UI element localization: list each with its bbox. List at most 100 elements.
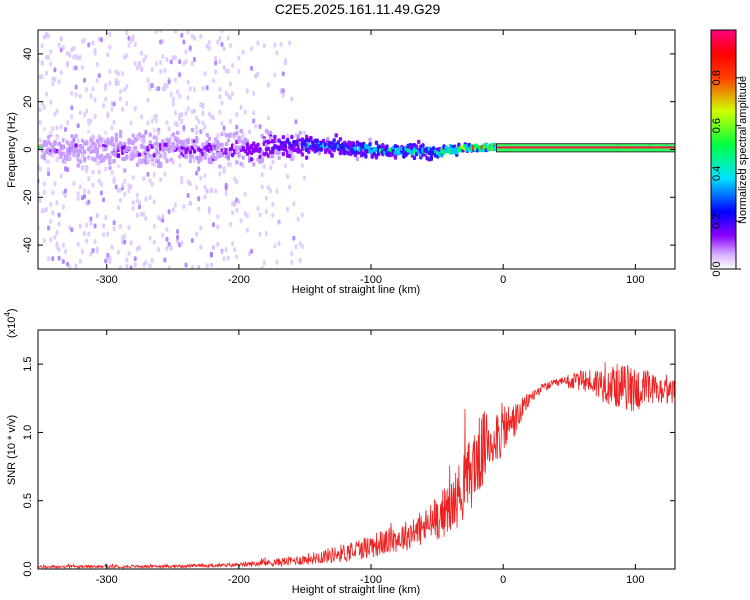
spectrogram-cell <box>81 65 84 70</box>
spectrogram-cell <box>85 109 88 114</box>
spectrogram-cell <box>91 134 94 139</box>
spectrogram-cell <box>75 85 78 90</box>
spectrogram-cell <box>157 131 160 136</box>
spectrogram-cell <box>168 126 171 131</box>
spectrogram-cell <box>218 110 221 115</box>
spectrogram-cell <box>246 228 249 233</box>
svg-text:(x104): (x104) <box>3 308 18 338</box>
spectrogram-cell <box>96 62 99 67</box>
spectrogram-cell <box>261 172 264 177</box>
spectrogram-cell <box>51 190 54 195</box>
spectrogram-cell <box>297 217 300 222</box>
spectrogram-cell <box>140 114 143 119</box>
spectrogram-cell <box>70 227 73 232</box>
spectrogram-cell <box>214 189 217 194</box>
spectrogram-cell <box>180 241 183 246</box>
spectrogram-cell <box>282 135 285 139</box>
spectrogram-cell <box>229 162 232 167</box>
spectrogram-cell <box>132 175 135 180</box>
snr-panel: -300 -200 -100 0 100 0.00.51.01.5 Height of … <box>3 308 675 596</box>
spectrogram-cell <box>277 156 280 160</box>
spectrogram-cell <box>246 89 249 94</box>
spectrogram-cell <box>193 36 196 41</box>
spectrogram-cell <box>58 256 61 261</box>
spectrogram-cell <box>104 147 107 151</box>
spectrogram-cell <box>172 102 175 107</box>
spectrogram-cell <box>161 214 164 219</box>
spectrogram-cell <box>263 164 266 169</box>
spectrogram-cell <box>43 182 46 187</box>
spectrogram-cell <box>286 133 289 138</box>
spectrogram-cell <box>417 140 420 144</box>
spectrogram-cell <box>125 53 128 58</box>
spectrogram-cell <box>60 37 63 42</box>
spectrogram-cell <box>108 69 111 74</box>
spectrogram-cell <box>216 242 219 247</box>
spectrogram-cell <box>96 78 99 83</box>
spectrogram-cell <box>233 135 236 140</box>
spectrogram-cell <box>66 167 69 172</box>
spectrogram-cell <box>142 140 145 145</box>
spectrogram-cell <box>142 212 145 217</box>
spectrogram-cell <box>125 101 128 106</box>
spectrogram-cell <box>157 247 160 252</box>
x-tick-label: 0 <box>500 574 506 586</box>
spectrogram-cell <box>195 130 198 135</box>
spectrogram-cell <box>96 150 99 154</box>
spectrogram-cell <box>275 50 278 55</box>
spectrogram-cell <box>62 259 65 264</box>
spectrogram-cell <box>227 69 230 74</box>
spectrogram-cell <box>119 134 122 138</box>
x-tick-label: -300 <box>96 574 118 586</box>
spectrogram-cell <box>187 106 190 111</box>
spectrogram-cell <box>176 89 179 94</box>
spectrogram-cell <box>74 134 77 138</box>
spectrogram-cell <box>146 98 149 103</box>
spectrogram-cell <box>108 81 111 86</box>
spectrogram-cell <box>275 260 278 265</box>
spectrogram-cell <box>210 188 213 193</box>
spectrogram-cell <box>47 159 50 163</box>
spectrogram-cell <box>70 105 73 110</box>
spectrogram-cell <box>218 172 221 177</box>
spectrogram-cell <box>216 133 219 138</box>
spectrogram-cell <box>165 84 168 89</box>
spectrogram-cell <box>235 125 238 130</box>
spectrogram-cell <box>83 231 86 236</box>
spectrogram-cell <box>115 136 118 140</box>
spectrogram-cell <box>113 179 116 184</box>
spectrogram-cell <box>102 223 105 228</box>
spectrogram-cell <box>77 163 80 167</box>
spectrogram-cell <box>134 256 137 261</box>
spectrogram-cell <box>271 160 274 165</box>
spectrogram-cell <box>108 259 111 264</box>
spectrogram-cell <box>159 164 162 168</box>
spectrogram-cell <box>301 212 304 217</box>
spectrogram-cell <box>56 230 59 235</box>
snr-multiplier: (x104) <box>3 308 18 338</box>
spectrogram-cell <box>64 193 67 198</box>
spectrogram-cell <box>144 216 147 221</box>
spectrogram-cell <box>151 182 154 187</box>
spectrogram-cell <box>193 87 196 92</box>
spectrogram-cell <box>79 224 82 229</box>
spectrogram-cell <box>218 87 221 92</box>
spectrogram-cell <box>47 33 50 38</box>
spectrogram-cell <box>53 235 56 240</box>
spectrogram-cell <box>284 61 287 66</box>
spectrogram-cell <box>56 125 59 130</box>
spectrogram-cell <box>43 190 46 195</box>
top-y-axis-label: Frequency (Hz) <box>6 112 18 188</box>
spectrogram-cell <box>189 45 192 50</box>
spectrogram-cell <box>163 154 166 159</box>
spectrogram-cell <box>208 207 211 212</box>
spectrogram-cell <box>231 91 234 96</box>
spectrogram-cell <box>301 244 304 249</box>
spectrogram-cell <box>125 257 128 262</box>
spectrogram-cell <box>58 213 61 218</box>
spectrogram-cell <box>83 112 86 117</box>
spectrogram-image <box>36 28 676 272</box>
spectrogram-cell <box>368 142 371 146</box>
spectrogram-cell <box>235 179 238 184</box>
